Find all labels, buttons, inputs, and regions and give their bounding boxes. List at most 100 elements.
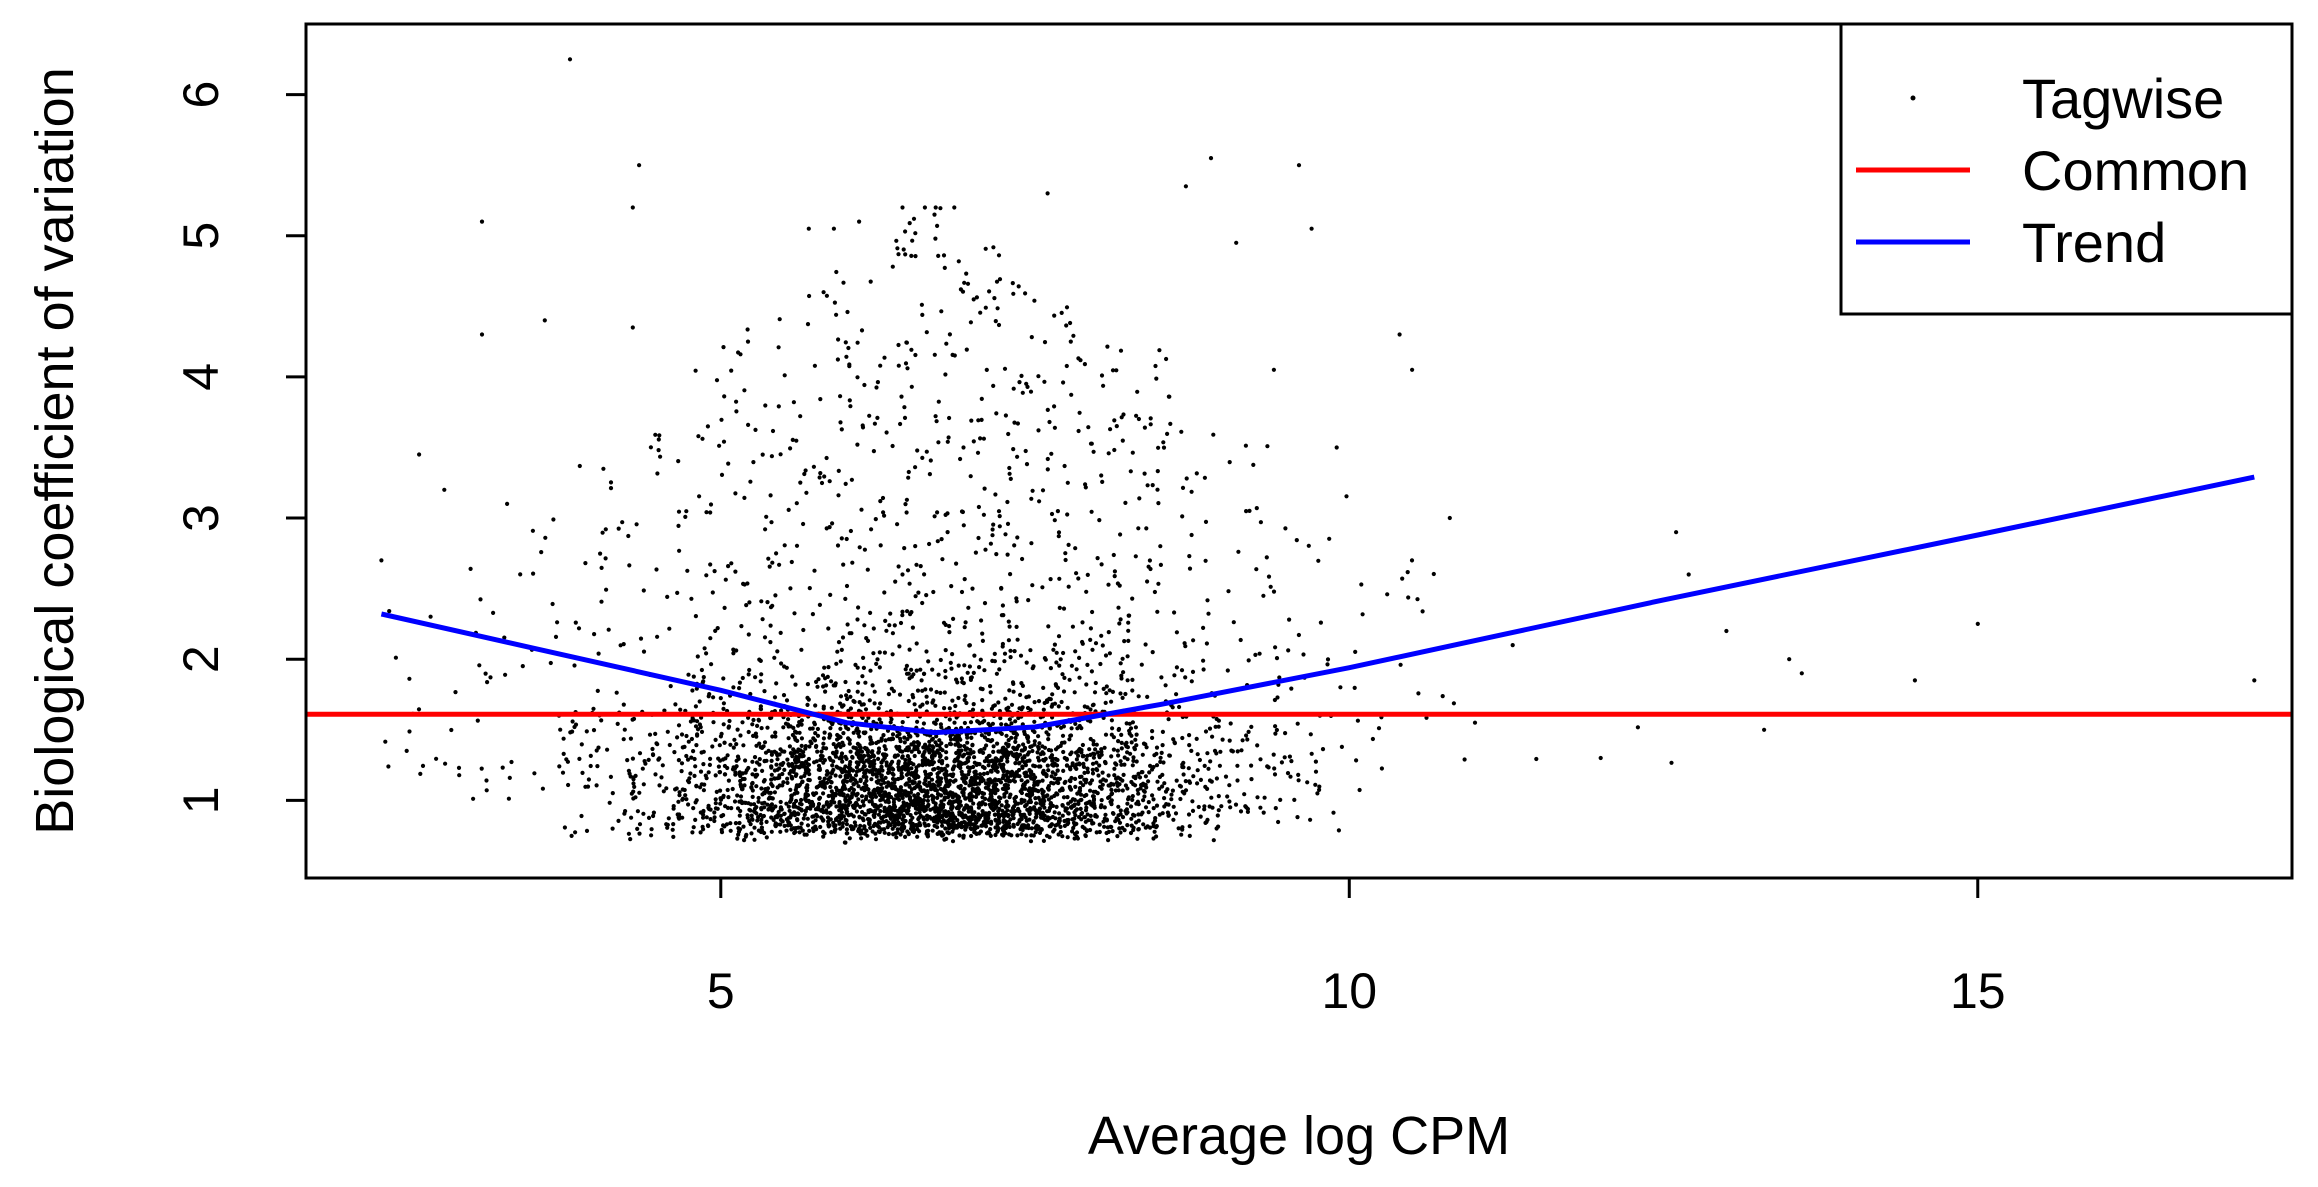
tagwise-point <box>1070 817 1075 822</box>
tagwise-point <box>817 776 822 781</box>
tagwise-point <box>927 762 932 767</box>
tagwise-point <box>901 247 906 252</box>
tagwise-point <box>561 751 566 757</box>
tagwise-point <box>711 720 716 725</box>
tagwise-point <box>1007 832 1012 837</box>
tagwise-point <box>1065 705 1070 710</box>
tagwise-point <box>829 789 834 794</box>
tagwise-point <box>1158 544 1163 549</box>
tagwise-point <box>810 612 816 617</box>
tagwise-point <box>854 750 860 756</box>
tagwise-point <box>646 815 652 821</box>
tagwise-point <box>1157 786 1162 791</box>
y-tick-label: 2 <box>173 645 229 673</box>
tagwise-point <box>806 756 812 762</box>
tagwise-point <box>775 753 780 758</box>
tagwise-point <box>863 730 868 735</box>
tagwise-point <box>903 834 908 840</box>
tagwise-point <box>996 758 1001 763</box>
tagwise-point <box>1062 463 1067 469</box>
tagwise-point <box>953 742 958 747</box>
tagwise-point <box>798 414 803 419</box>
tagwise-point <box>1131 758 1136 764</box>
tagwise-point <box>1088 626 1093 631</box>
tagwise-point <box>631 775 636 780</box>
tagwise-point <box>947 630 952 635</box>
tagwise-point <box>608 486 614 491</box>
tagwise-point <box>832 300 838 305</box>
tagwise-point <box>752 837 757 842</box>
tagwise-point <box>1112 447 1117 453</box>
tagwise-point <box>1154 763 1160 768</box>
tagwise-point <box>848 694 853 699</box>
tagwise-point <box>738 352 743 357</box>
tagwise-point <box>976 535 981 541</box>
tagwise-point <box>903 667 908 672</box>
tagwise-point <box>828 757 833 763</box>
tagwise-point <box>1155 469 1160 474</box>
tagwise-point <box>728 742 733 747</box>
tagwise-point <box>971 764 976 770</box>
tagwise-point <box>876 824 882 830</box>
tagwise-point <box>939 537 944 542</box>
tagwise-point <box>692 756 697 762</box>
tagwise-point <box>1153 363 1158 369</box>
tagwise-point <box>979 733 985 738</box>
tagwise-point <box>948 742 954 747</box>
tagwise-point <box>838 726 843 731</box>
tagwise-point <box>900 613 905 618</box>
tagwise-point <box>1140 752 1145 757</box>
tagwise-point <box>693 764 698 769</box>
tagwise-point <box>1273 806 1278 811</box>
tagwise-point <box>722 763 728 769</box>
tagwise-point <box>699 729 705 735</box>
tagwise-point <box>796 759 801 764</box>
tagwise-point <box>1099 749 1104 755</box>
tagwise-point <box>946 823 951 828</box>
tagwise-point <box>886 780 891 785</box>
tagwise-point <box>684 733 689 739</box>
tagwise-point <box>733 569 738 574</box>
tagwise-point <box>1032 807 1038 812</box>
tagwise-point <box>1102 816 1107 821</box>
tagwise-point <box>1208 156 1214 161</box>
tagwise-point <box>937 738 942 743</box>
tagwise-point <box>1203 519 1209 525</box>
tagwise-point <box>945 511 950 516</box>
tagwise-point <box>1064 363 1069 369</box>
tagwise-point <box>1196 804 1201 810</box>
tagwise-point <box>954 750 959 756</box>
tagwise-point <box>520 664 525 669</box>
tagwise-points <box>379 57 2257 845</box>
tagwise-point <box>1106 773 1111 778</box>
tagwise-point <box>1122 639 1127 644</box>
tagwise-point <box>651 810 657 815</box>
tagwise-point <box>1029 496 1034 501</box>
x-tick-label: 10 <box>1321 963 1377 1019</box>
tagwise-point <box>970 794 975 799</box>
tagwise-point <box>802 812 807 817</box>
tagwise-point <box>1041 685 1046 691</box>
tagwise-point <box>1041 768 1046 774</box>
tagwise-point <box>989 806 994 811</box>
tagwise-point <box>877 650 882 655</box>
tagwise-point <box>756 717 761 722</box>
tagwise-point <box>954 561 959 566</box>
tagwise-point <box>676 723 682 728</box>
tagwise-point <box>814 759 819 764</box>
tagwise-point <box>1051 647 1056 652</box>
tagwise-point <box>801 753 806 759</box>
tagwise-point <box>1472 720 1478 725</box>
tagwise-point <box>914 823 920 828</box>
tagwise-point <box>585 784 591 789</box>
tagwise-point <box>971 439 976 444</box>
tagwise-point <box>1052 313 1057 318</box>
tagwise-point <box>1283 731 1288 736</box>
tagwise-point <box>737 820 742 826</box>
tagwise-point <box>917 806 922 811</box>
tagwise-point <box>1147 770 1152 775</box>
tagwise-point <box>1130 677 1135 683</box>
tagwise-point <box>969 735 974 741</box>
tagwise-point <box>926 659 931 664</box>
tagwise-point <box>788 751 794 756</box>
